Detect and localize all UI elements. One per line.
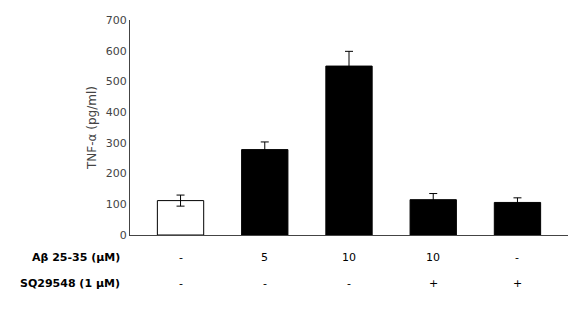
svg-text:5: 5	[261, 251, 268, 264]
svg-text:TNF-α (pg/ml): TNF-α (pg/ml)	[85, 86, 99, 170]
svg-text:700: 700	[106, 14, 127, 27]
svg-text:-: -	[263, 277, 267, 290]
svg-text:500: 500	[106, 75, 127, 88]
svg-text:Aβ 25-35 (μM): Aβ 25-35 (μM)	[32, 251, 120, 264]
svg-text:+: +	[429, 277, 438, 290]
svg-text:-: -	[515, 251, 519, 264]
svg-text:+: +	[513, 277, 522, 290]
svg-text:100: 100	[106, 198, 127, 211]
svg-text:10: 10	[342, 251, 356, 264]
svg-text:-: -	[347, 277, 351, 290]
svg-text:10: 10	[426, 251, 440, 264]
svg-text:400: 400	[106, 106, 127, 119]
svg-text:-: -	[179, 251, 183, 264]
svg-text:200: 200	[106, 167, 127, 180]
svg-text:-: -	[179, 277, 183, 290]
svg-text:300: 300	[106, 137, 127, 150]
svg-text:SQ29548 (1 μM): SQ29548 (1 μM)	[20, 277, 120, 290]
svg-text:0: 0	[120, 229, 127, 242]
svg-text:600: 600	[106, 45, 127, 58]
